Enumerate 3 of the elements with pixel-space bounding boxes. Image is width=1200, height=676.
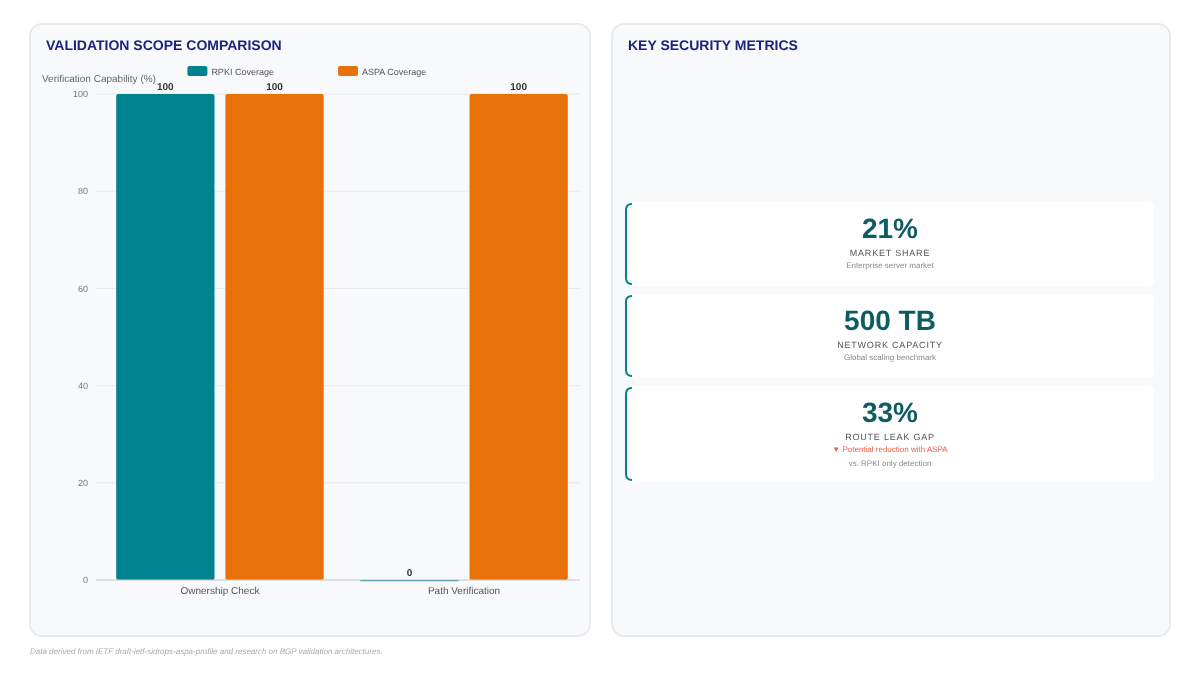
text: 21% (861, 212, 920, 244)
text: 33% (861, 396, 920, 428)
text: 500 TB (844, 304, 936, 336)
